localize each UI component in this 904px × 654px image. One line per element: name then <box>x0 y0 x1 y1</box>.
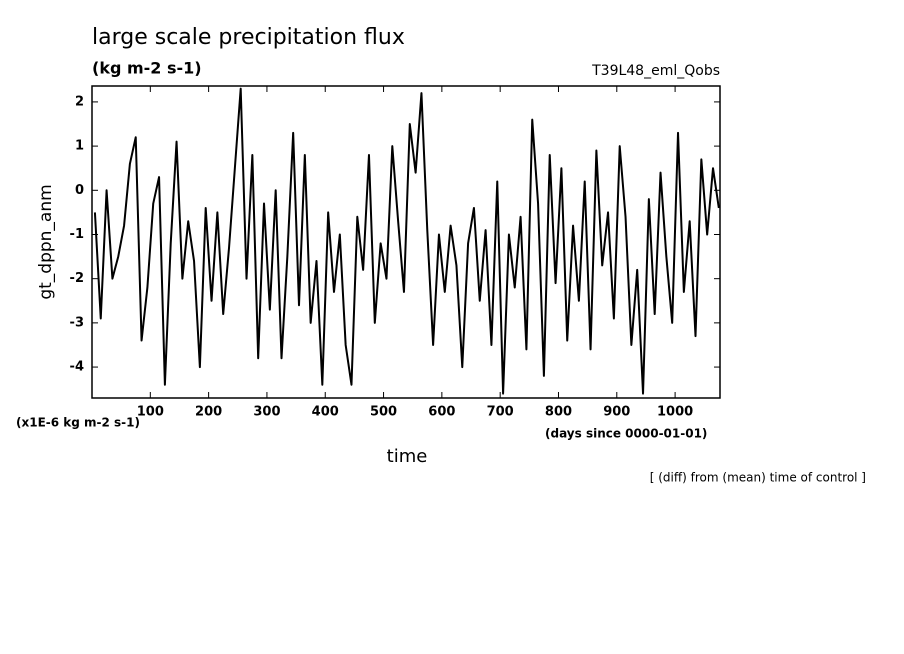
chart-title: large scale precipitation flux <box>92 25 405 50</box>
x-axis-label: time <box>387 446 428 467</box>
x-tick-label: 800 <box>545 405 572 420</box>
y-tick-label: 1 <box>75 139 84 154</box>
y-tick-label: 0 <box>75 183 84 198</box>
x-tick-label: 600 <box>428 405 455 420</box>
plot-frame <box>91 85 721 399</box>
x-units: (days since 0000-01-01) <box>545 427 707 441</box>
data-line <box>93 87 720 395</box>
experiment-label: T39L48_eml_Qobs <box>591 63 720 79</box>
chart-subtitle: (kg m-2 s-1) <box>92 59 202 78</box>
x-tick-label: 700 <box>487 405 514 420</box>
y-tick-label: 2 <box>75 94 84 109</box>
x-tick-label: 100 <box>137 405 164 420</box>
x-tick-label: 1000 <box>657 405 693 420</box>
x-tick-label: 200 <box>195 405 222 420</box>
y-units: (x1E-6 kg m-2 s-1) <box>16 416 140 430</box>
x-tick-label: 500 <box>370 405 397 420</box>
x-tick-label: 900 <box>603 405 630 420</box>
y-axis-label: gt_dppn_anm <box>36 184 56 299</box>
y-tick-label: -2 <box>70 271 84 286</box>
x-tick-label: 400 <box>312 405 339 420</box>
x-tick-label: 300 <box>253 405 280 420</box>
y-tick-label: -1 <box>70 227 84 242</box>
y-tick-label: -3 <box>70 315 84 330</box>
note: [ (diff) from (mean) time of control ] <box>650 471 866 485</box>
y-tick-label: -4 <box>70 360 84 375</box>
